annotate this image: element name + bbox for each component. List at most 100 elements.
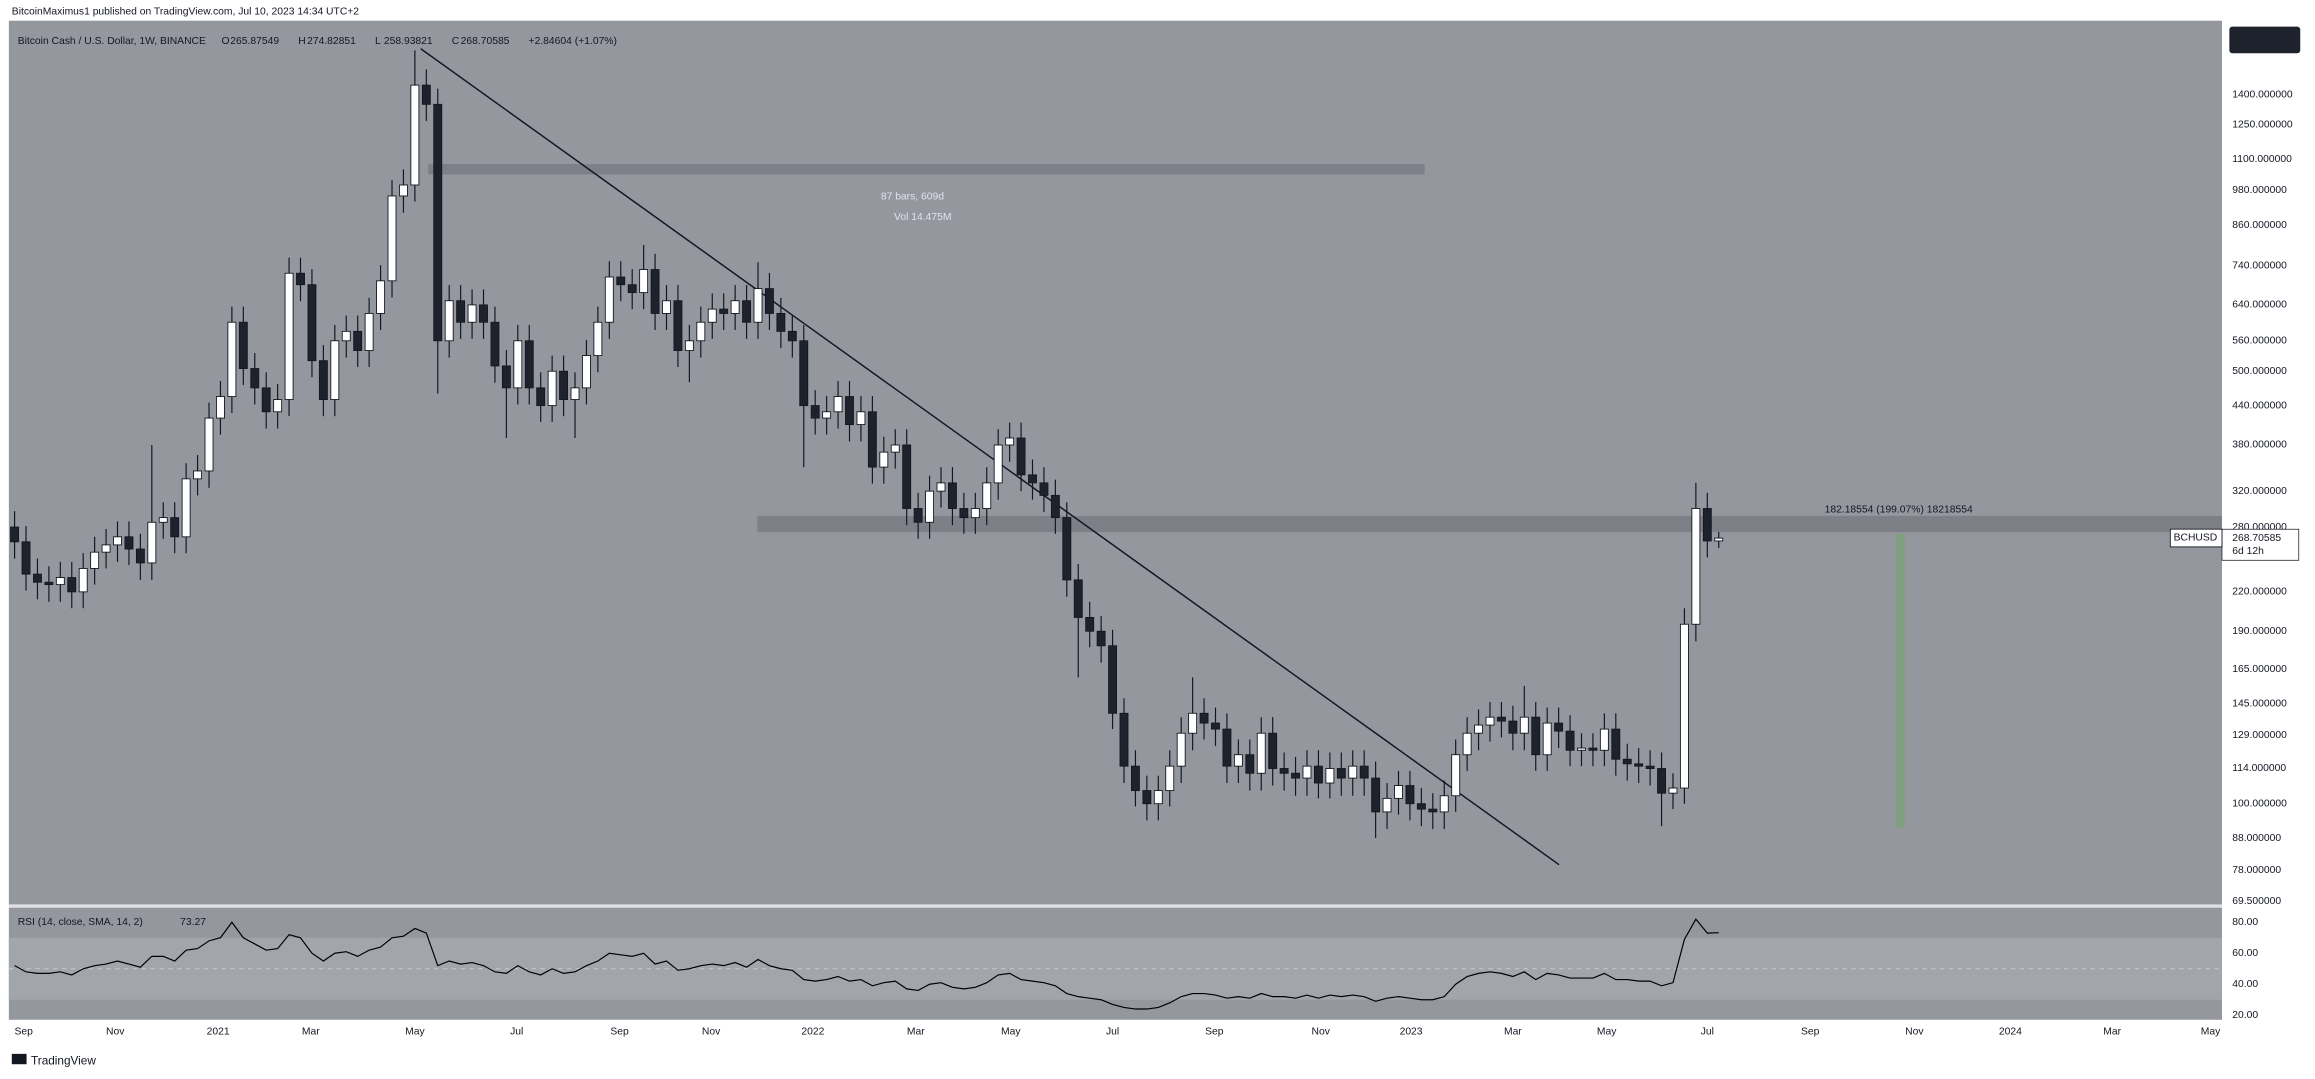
candle-body [341,330,351,342]
candle-body [1119,712,1129,767]
candle-body [1039,482,1049,496]
candle-body [113,536,122,546]
y-tick-label: 380.000000 [2232,440,2287,451]
candle-body [1050,494,1060,519]
candle-body [936,482,946,492]
candle-body [1382,797,1392,813]
candle-body [536,387,546,407]
candle-body [1336,768,1346,779]
candle-body [1073,579,1083,618]
candle-body [67,577,77,593]
candle-body [1439,795,1449,813]
candle-body [593,321,603,357]
candle-body [1359,765,1369,779]
candle-body [410,84,420,186]
candle-body [1508,720,1518,734]
legend-value: 258.93821 [384,36,433,47]
bar-countdown: 6d 12h [2232,546,2264,557]
candle-body [730,300,740,314]
candle-body [604,276,614,323]
tv-logo [11,1053,27,1065]
measure-bar [1895,533,1905,828]
candle-body [124,536,134,550]
candle-body [1085,617,1095,632]
support-zone [757,515,2222,533]
symbol-badge [2169,528,2223,548]
candle-body [204,417,214,472]
candle-body [1577,747,1586,751]
x-tick-label: May [2201,1026,2221,1037]
footer-brand: TradingView [31,1053,96,1067]
y-tick-label: 500.000000 [2232,366,2287,377]
candle-body [1691,508,1701,625]
candle-body [650,269,660,314]
candle-body [1542,722,1552,756]
candle-body [1371,777,1381,813]
y-tick-label: 1400.000000 [2232,89,2293,100]
candle-body [1451,754,1461,797]
y-tick-label: 1250.000000 [2232,120,2293,131]
y-tick-label: 440.000000 [2232,400,2287,411]
candle-body [627,284,637,294]
x-tick-label: Nov [106,1026,125,1037]
candle-body [1096,630,1106,647]
x-tick-label: Nov [1312,1026,1331,1037]
candle-body [55,577,65,586]
y-tick-label: 860.000000 [2232,220,2287,231]
candle-body [947,482,957,509]
candle-body [1176,732,1186,767]
candle-body [1165,765,1175,792]
candle-body [696,321,706,342]
legend-value: 265.87549 [230,36,279,47]
candle-body [764,288,774,314]
candle-body [810,405,820,419]
candle-body [1279,768,1289,774]
candle-body [799,340,809,407]
candle-body [1679,623,1689,789]
legend-change: +2.84604 (+1.07%) [529,36,617,47]
candle-body [1153,790,1163,805]
candle-body [742,300,752,323]
y-tick-label: 560.000000 [2232,336,2287,347]
y-tick-label: 78.000000 [2232,865,2281,876]
candle-body [1714,537,1724,542]
y-tick-label: 165.000000 [2232,664,2287,675]
rsi-tick-label: 40.00 [2232,979,2258,990]
symbol-title: Bitcoin Cash / U.S. Dollar, 1W, BINANCE [18,36,206,47]
x-tick-label: Nov [1905,1026,1924,1037]
x-tick-label: Mar [1504,1026,1522,1037]
candle-body [1233,754,1243,767]
candle-body [1416,803,1426,810]
candle-body [1554,722,1564,732]
candle-body [1199,712,1209,724]
candle-body [456,300,466,323]
candle-body [238,321,248,370]
candle-body [959,508,969,519]
candle-body [1302,765,1312,779]
candle-body [21,541,31,575]
range-volume: Vol 14.475M [894,212,951,223]
candle-body [490,321,500,367]
candle-body [1188,712,1198,734]
candle-body [1622,758,1632,765]
legend-prefix: O [221,36,229,47]
rsi-title: RSI (14, close, SMA, 14, 2) [18,917,143,928]
candle-body [856,411,866,426]
x-tick-label: 2024 [1999,1026,2022,1037]
candle-body [1130,765,1140,792]
candle-body [376,280,386,314]
x-tick-label: Sep [1205,1026,1224,1037]
legend-value: 274.82851 [307,36,356,47]
x-tick-label: 2023 [1400,1026,1423,1037]
candle-body [135,548,145,564]
candle-body [33,573,42,583]
candle-body [867,411,877,468]
candle-body [1634,763,1644,767]
candle-body [78,568,88,593]
candle-body [879,451,889,468]
candle-body [513,340,523,389]
candle-body [10,526,20,543]
x-tick-label: Mar [2103,1026,2121,1037]
x-tick-label: Mar [302,1026,320,1037]
